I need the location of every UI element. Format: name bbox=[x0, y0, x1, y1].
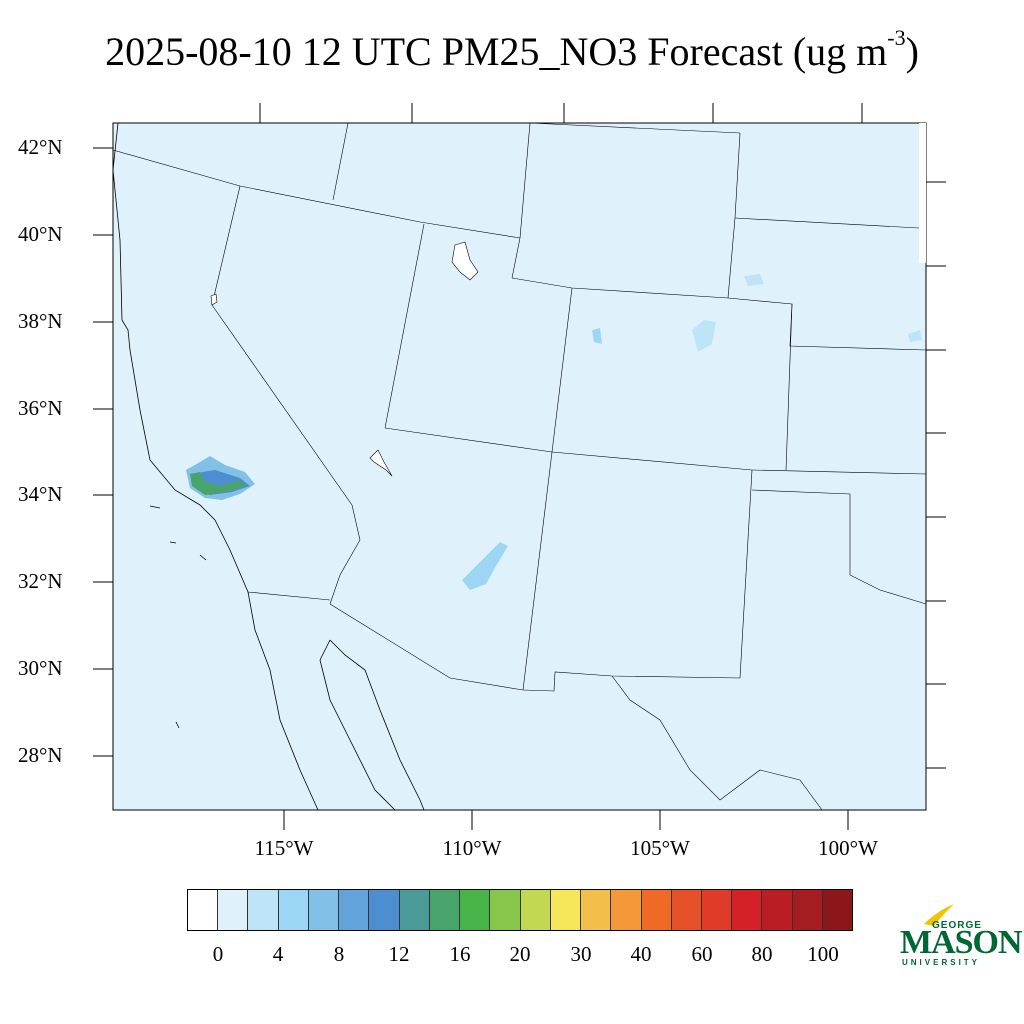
lat-label-40n: 40°N bbox=[18, 222, 63, 246]
colorbar-label-60: 60 bbox=[691, 942, 713, 966]
lat-label-30n: 30°N bbox=[18, 656, 63, 680]
border-ok-tx bbox=[751, 489, 927, 605]
coast-sonora bbox=[329, 639, 425, 811]
colorbar-swatch-20 bbox=[792, 890, 823, 930]
colorbar-swatch-4 bbox=[308, 890, 340, 930]
map-nodata-strip bbox=[919, 123, 926, 263]
colorado-patch-2 bbox=[592, 328, 602, 344]
colorbar-label-30: 30 bbox=[570, 942, 592, 966]
colorbar-swatch-13 bbox=[581, 890, 612, 930]
colorbar-label-40: 40 bbox=[630, 942, 652, 966]
lat-label-34n: 34°N bbox=[18, 482, 63, 506]
colorbar-swatch-9 bbox=[460, 890, 491, 930]
border-ne-sd bbox=[734, 217, 920, 229]
colorbar-swatch-7 bbox=[399, 890, 430, 930]
lat-label-38n: 38°N bbox=[18, 309, 63, 333]
title-text: 2025-08-10 12 UTC PM25_NO3 Forecast (ug … bbox=[105, 29, 888, 74]
colorbar-swatch-16 bbox=[671, 890, 702, 930]
colorbar-swatch-11 bbox=[520, 890, 551, 930]
lat-label-42n: 42°N bbox=[18, 135, 63, 159]
border-nm-south bbox=[522, 671, 741, 692]
colorbar-swatch-10 bbox=[490, 890, 521, 930]
lat-label-36n: 36°N bbox=[18, 396, 63, 420]
coastline bbox=[112, 122, 425, 811]
lat-label-32n: 32°N bbox=[18, 569, 63, 593]
lakes bbox=[210, 241, 479, 477]
coast-california bbox=[112, 122, 319, 811]
colorbar-label-8: 8 bbox=[333, 942, 345, 966]
colorbar-swatch-19 bbox=[762, 890, 793, 930]
colorbar-swatch-0 bbox=[188, 890, 219, 930]
channel-islands bbox=[149, 505, 207, 729]
title-close: ) bbox=[905, 29, 919, 74]
tick-marks bbox=[93, 103, 946, 830]
border-az-mex bbox=[329, 603, 524, 691]
lake-mead bbox=[369, 449, 393, 477]
lon-label-100w: 100°W bbox=[818, 836, 878, 860]
gmu-logo: GEORGE MASON UNIVERSITY bbox=[896, 902, 1023, 972]
colorbar-swatch-17 bbox=[701, 890, 733, 930]
border-ut-co bbox=[551, 287, 573, 453]
colorbar-swatch-2 bbox=[248, 890, 279, 930]
border-or-ca-nv bbox=[112, 149, 521, 239]
colorbar-swatch-18 bbox=[732, 890, 763, 930]
border-wy-north bbox=[529, 122, 741, 134]
colorbar-label-80: 80 bbox=[751, 942, 773, 966]
colorbar-swatch-3 bbox=[278, 890, 309, 930]
logo-university: UNIVERSITY bbox=[902, 958, 981, 967]
lon-label-110w: 110°W bbox=[442, 836, 502, 860]
border-id-wy bbox=[332, 122, 349, 201]
coast-baja-gulf bbox=[319, 639, 396, 811]
border-nv-ut bbox=[384, 223, 425, 429]
border-nm-east bbox=[739, 469, 753, 679]
lat-label-28n: 28°N bbox=[18, 743, 63, 767]
colorbar-swatch-15 bbox=[641, 890, 672, 930]
great-salt-lake bbox=[451, 241, 479, 281]
border-wy-west bbox=[511, 122, 531, 279]
colorbar-swatch-6 bbox=[369, 890, 400, 930]
colorbar-swatch-14 bbox=[611, 890, 642, 930]
rio-grande bbox=[611, 675, 823, 811]
logo-george: GEORGE bbox=[932, 920, 982, 931]
la-basin-plume-high bbox=[190, 472, 246, 495]
concentration-fills bbox=[186, 274, 922, 590]
colorbar-label-100: 100 bbox=[807, 942, 839, 966]
map-title: 2025-08-10 12 UTC PM25_NO3 Forecast (ug … bbox=[0, 24, 1024, 75]
colorado-patch-1 bbox=[692, 320, 716, 352]
colorbar-label-20: 20 bbox=[509, 942, 531, 966]
colorbar-swatch-8 bbox=[429, 890, 461, 930]
colorbar-swatch-21 bbox=[822, 890, 853, 930]
colorbar bbox=[187, 889, 853, 931]
lake-tahoe bbox=[210, 293, 218, 306]
arizona-patch bbox=[462, 542, 508, 590]
wyoming-patch bbox=[744, 274, 764, 286]
title-unit-exponent: -3 bbox=[887, 24, 906, 50]
colorbar-swatch-5 bbox=[339, 890, 370, 930]
border-ca-mex bbox=[247, 591, 331, 601]
kansas-patch bbox=[908, 330, 922, 342]
logo-mason: MASON bbox=[900, 924, 1023, 961]
colorbar-label-12: 12 bbox=[388, 942, 410, 966]
logo-swoosh-icon bbox=[924, 904, 954, 926]
map-frame bbox=[112, 122, 927, 811]
colorbar-swatch-12 bbox=[550, 890, 582, 930]
boundary-lines bbox=[112, 122, 927, 811]
colorbar-label-4: 4 bbox=[272, 942, 284, 966]
colorbar-label-16: 16 bbox=[449, 942, 471, 966]
border-az-nm bbox=[522, 451, 553, 691]
border-ks-ok bbox=[751, 469, 927, 475]
lon-label-105w: 105°W bbox=[630, 836, 690, 860]
colorbar-label-0: 0 bbox=[212, 942, 224, 966]
border-az-ca bbox=[329, 504, 361, 605]
colorbar-swatch-1 bbox=[218, 890, 249, 930]
border-co-east bbox=[785, 303, 793, 471]
lon-label-115w: 115°W bbox=[254, 836, 314, 860]
